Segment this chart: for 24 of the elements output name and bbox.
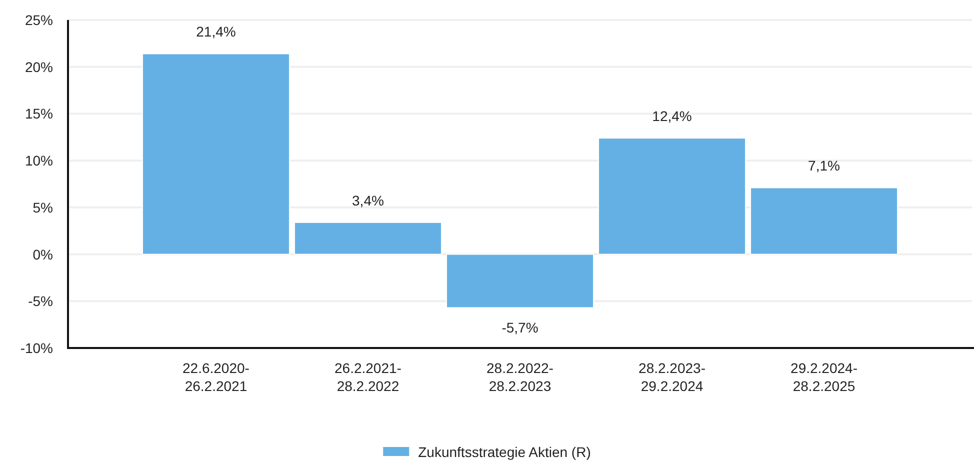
x-tick-label: 22.6.2020-26.2.2021 (182, 360, 250, 394)
bar (750, 187, 898, 255)
bar (294, 222, 442, 255)
y-tick-label: 0% (32, 246, 53, 262)
legend-label: Zukunftsstrategie Aktien (R) (418, 444, 591, 460)
data-label: -5,7% (502, 320, 538, 336)
y-tick-label: 20% (24, 58, 53, 75)
data-label: 12,4% (652, 108, 692, 124)
y-tick-label: 10% (24, 152, 53, 169)
x-tick-label: 28.2.2023-29.2.2024 (638, 360, 706, 394)
x-tick-label: 29.2.2024-28.2.2025 (790, 360, 858, 394)
bar (142, 53, 290, 255)
x-tick-label: 28.2.2022-28.2.2023 (486, 360, 554, 394)
y-tick-label: -5% (28, 293, 53, 310)
y-tick-label: 5% (32, 199, 53, 216)
data-label: 3,4% (352, 192, 384, 208)
y-tick-label: 25% (24, 12, 53, 28)
x-tick-label: 26.2.2021-28.2.2022 (334, 360, 402, 394)
bar (598, 138, 746, 255)
y-tick-label: -10% (20, 340, 53, 356)
data-label: 7,1% (808, 158, 840, 174)
bar (446, 254, 594, 308)
y-tick-label: 15% (24, 106, 53, 122)
data-label: 21,4% (196, 24, 236, 40)
